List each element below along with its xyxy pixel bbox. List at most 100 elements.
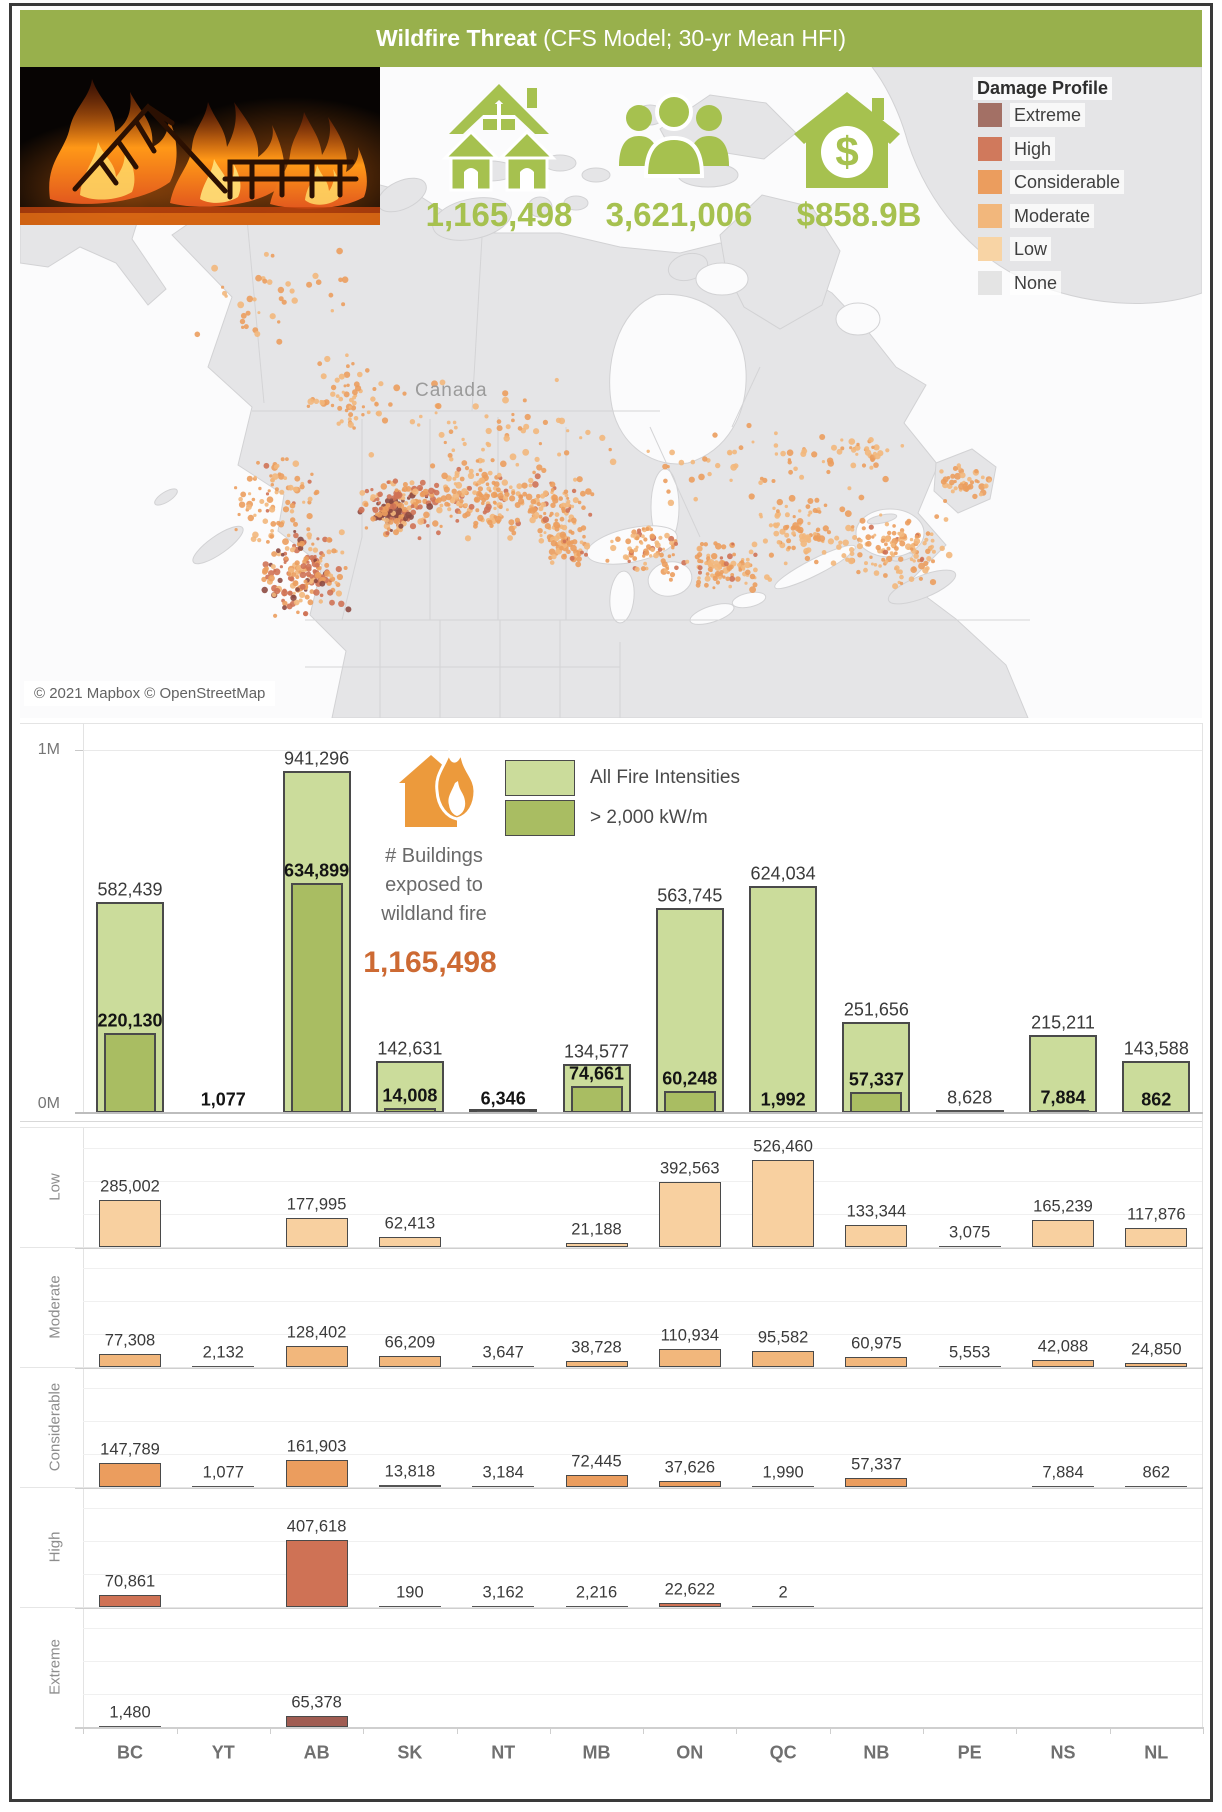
axis-label-PE[interactable]: PE <box>957 1742 982 1763</box>
damage-legend-label: Moderate <box>1010 203 1095 228</box>
bar-moderate-YT[interactable] <box>192 1366 255 1367</box>
bar-low-NS[interactable] <box>1032 1219 1094 1247</box>
damage-legend-swatch <box>978 237 1002 261</box>
bar-high-BC[interactable] <box>99 1595 161 1607</box>
row-gridline <box>83 1628 1202 1629</box>
bar-considerable-QC[interactable] <box>752 1486 815 1487</box>
bar-moderate-QC[interactable] <box>752 1351 815 1367</box>
bar-high-AB[interactable] <box>285 1539 348 1607</box>
bar-low-MB[interactable] <box>565 1243 628 1247</box>
bar-moderate-NT[interactable] <box>472 1366 535 1367</box>
bar-moderate-BC[interactable] <box>99 1354 161 1367</box>
legend-swatch-gt2000[interactable] <box>505 800 575 836</box>
bar-gt2000-NT[interactable] <box>477 1110 530 1113</box>
bar-label-all-ON: 563,745 <box>657 885 723 906</box>
bar-gt2000-AB[interactable] <box>290 882 343 1113</box>
row-gridline <box>83 1661 1202 1662</box>
label-low-BC: 285,002 <box>100 1177 160 1196</box>
bar-extreme-BC[interactable] <box>99 1726 161 1727</box>
axis-label-MB[interactable]: MB <box>582 1742 611 1763</box>
bar-moderate-ON[interactable] <box>658 1348 721 1367</box>
axis-label-ON[interactable]: ON <box>676 1742 704 1763</box>
canada-threat-map[interactable] <box>19 66 1203 719</box>
bar-considerable-ON[interactable] <box>658 1480 721 1487</box>
bar-considerable-YT[interactable] <box>192 1486 255 1487</box>
legend-swatch-all-intensities[interactable] <box>505 760 575 796</box>
axis-tick <box>923 1727 925 1734</box>
bar-low-AB[interactable] <box>285 1217 348 1247</box>
damage-legend-label: High <box>1010 136 1056 161</box>
row-top-rule <box>20 1487 1202 1488</box>
bar-extreme-AB[interactable] <box>285 1716 348 1727</box>
section-divider <box>20 1121 1202 1122</box>
axis-tick <box>1109 1727 1111 1734</box>
bar-low-QC[interactable] <box>752 1160 815 1247</box>
bar-gt2000-BC[interactable] <box>104 1033 156 1113</box>
row-gridline <box>83 1421 1202 1422</box>
bar-moderate-NB[interactable] <box>845 1356 908 1367</box>
bar-moderate-MB[interactable] <box>565 1360 628 1367</box>
bar-all-PE[interactable] <box>935 1109 1004 1113</box>
label-moderate-ON: 110,934 <box>660 1326 720 1345</box>
bar-all-SK[interactable] <box>375 1061 444 1113</box>
axis-label-NL[interactable]: NL <box>1144 1742 1169 1763</box>
bar-gt2000-MB[interactable] <box>570 1085 623 1113</box>
bar-moderate-AB[interactable] <box>285 1345 348 1367</box>
axis-label-AB[interactable]: AB <box>303 1742 330 1763</box>
threat-dots-layer <box>194 247 993 618</box>
axis-label-NT[interactable]: NT <box>491 1742 516 1763</box>
axis-label-QC[interactable]: QC <box>769 1742 797 1763</box>
row-gridline <box>83 1574 1202 1575</box>
bar-high-NT[interactable] <box>472 1606 535 1607</box>
bar-label-all-MB: 134,577 <box>563 1041 630 1062</box>
bar-considerable-AB[interactable] <box>285 1460 348 1487</box>
bar-low-NL[interactable] <box>1125 1227 1188 1247</box>
bar-considerable-BC[interactable] <box>99 1462 161 1487</box>
bar-low-SK[interactable] <box>378 1236 441 1247</box>
bar-considerable-NT[interactable] <box>472 1486 535 1487</box>
bar-considerable-NS[interactable] <box>1032 1485 1094 1487</box>
bar-low-NB[interactable] <box>845 1224 908 1247</box>
bar-low-BC[interactable] <box>99 1199 161 1247</box>
stat-buildings-exposed: 1,165,498 <box>425 196 573 233</box>
axis-label-NB[interactable]: NB <box>863 1742 890 1763</box>
bar-gt2000-NS[interactable] <box>1037 1110 1089 1113</box>
main-axis-left <box>83 723 84 1113</box>
bar-gt2000-ON[interactable] <box>663 1091 716 1113</box>
label-low-ON: 392,563 <box>659 1159 720 1178</box>
bar-label-gt2000-NL: 862 <box>1141 1089 1172 1110</box>
bar-low-ON[interactable] <box>658 1182 721 1247</box>
bar-label-gt2000-BC: 220,130 <box>97 1010 163 1031</box>
bar-considerable-NB[interactable] <box>845 1477 908 1487</box>
row-gridline <box>83 1301 1202 1302</box>
bar-high-SK[interactable] <box>378 1606 441 1607</box>
bar-gt2000-NB[interactable] <box>850 1092 903 1113</box>
label-moderate-NB: 60,975 <box>851 1334 902 1353</box>
axis-label-YT[interactable]: YT <box>211 1742 235 1763</box>
row-gridline <box>83 1388 1202 1389</box>
label-high-SK: 190 <box>396 1583 424 1602</box>
axis-label-BC[interactable]: BC <box>117 1742 143 1763</box>
axis-tick <box>176 1727 178 1734</box>
label-low-NL: 117,876 <box>1127 1205 1186 1224</box>
label-low-PE: 3,075 <box>949 1223 991 1242</box>
bar-moderate-SK[interactable] <box>378 1356 441 1367</box>
bar-moderate-NL[interactable] <box>1125 1362 1188 1367</box>
bar-considerable-MB[interactable] <box>565 1475 628 1487</box>
bar-all-NL[interactable] <box>1122 1060 1191 1113</box>
chart-top-rule <box>20 723 1202 724</box>
bar-all-QC[interactable] <box>749 886 818 1113</box>
label-low-SK: 62,413 <box>384 1214 436 1233</box>
bar-moderate-PE[interactable] <box>938 1366 1001 1367</box>
bar-low-PE[interactable] <box>938 1246 1001 1247</box>
bar-considerable-NL[interactable] <box>1125 1486 1188 1487</box>
bar-gt2000-SK[interactable] <box>383 1107 436 1113</box>
bar-high-ON[interactable] <box>658 1603 721 1607</box>
axis-label-NS[interactable]: NS <box>1050 1742 1076 1763</box>
bar-high-MB[interactable] <box>565 1606 628 1607</box>
axis-label-SK[interactable]: SK <box>397 1742 423 1763</box>
bar-high-QC[interactable] <box>752 1606 815 1607</box>
bar-moderate-NS[interactable] <box>1032 1360 1094 1367</box>
label-high-MB: 2,216 <box>575 1583 618 1602</box>
bar-considerable-SK[interactable] <box>378 1484 441 1487</box>
